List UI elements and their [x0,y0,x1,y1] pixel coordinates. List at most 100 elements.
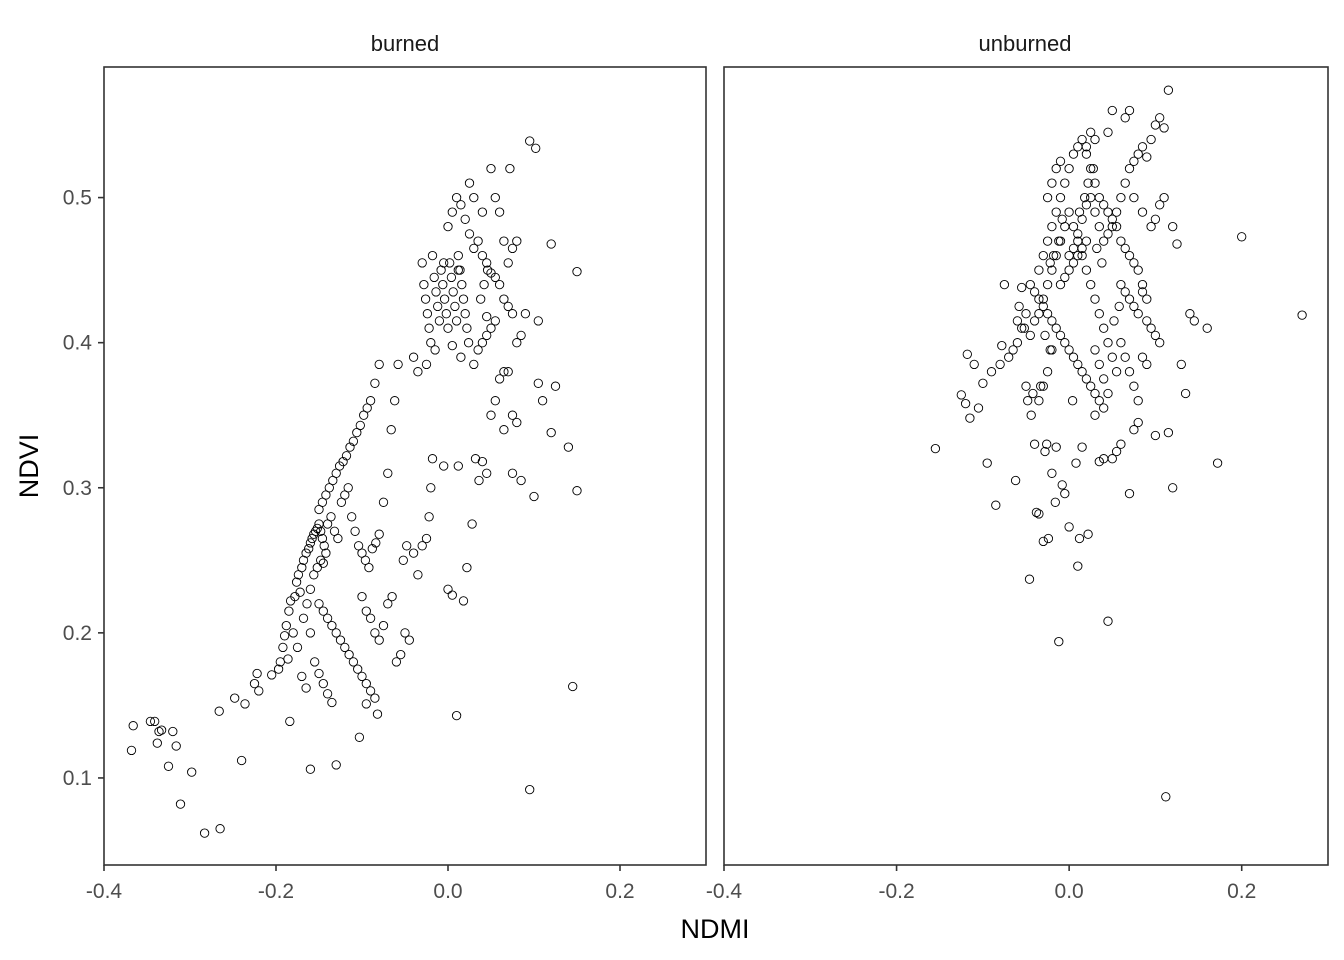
unburned-point-225 [1097,258,1107,268]
burned-point-144 [427,454,438,464]
unburned-point-120 [1029,287,1040,297]
unburned-point-92 [1111,367,1122,377]
unburned-point-26 [1029,439,1040,449]
burned-point-135 [404,635,414,645]
burned-point-33 [354,732,365,742]
unburned-point-153 [1107,221,1117,232]
unburned-point-104 [1081,149,1092,159]
burned-point-175 [419,279,429,290]
unburned-point-123 [1042,309,1053,319]
burned-point-228 [505,163,515,174]
burned-point-255 [439,258,449,268]
burned-point-18 [249,678,260,689]
unburned-point-122 [1038,301,1048,312]
unburned-point-136 [1099,403,1109,413]
unburned-point-129 [1068,352,1079,362]
unburned-point-133 [1086,381,1096,391]
burned-point-120 [327,697,337,708]
burned-point-0 [126,745,137,756]
burned-point-109 [348,657,359,667]
unburned-point-147 [1081,200,1092,210]
burned-point-256 [453,265,463,275]
burned-point-173 [572,486,582,496]
burned-point-137 [402,541,412,551]
unburned-point-173 [1081,142,1092,152]
burned-point-136 [398,555,408,565]
burned-point-172 [568,681,578,692]
burned-point-54 [295,587,305,597]
burned-point-10 [175,799,186,809]
unburned-point-95 [1042,236,1053,246]
burned-point-225 [503,258,513,268]
unburned-point-169 [1107,105,1117,116]
burned-point-204 [451,192,462,203]
burned-point-74 [355,420,365,431]
burned-point-40 [297,562,307,573]
burned-point-117 [314,668,324,679]
unburned-point-221 [1080,192,1090,203]
burned-point-188 [441,309,451,319]
burned-point-2 [145,716,156,727]
burned-point-179 [426,338,436,348]
burned-point-161 [503,367,513,377]
unburned-point-179 [1155,200,1165,210]
burned-point-145 [439,461,449,471]
burned-point-177 [422,309,433,319]
burned-point-178 [424,323,434,333]
burned-point-205 [456,200,466,210]
unburned-point-192 [1142,316,1152,326]
burned-point-185 [436,265,446,275]
burned-point-249 [516,330,526,341]
burned-point-214 [494,279,505,290]
unburned-point-185 [1172,239,1182,249]
unburned-point-182 [1137,207,1148,217]
facet-panel-unburned: unburned [723,31,1329,866]
unburned-point-44 [1074,533,1085,544]
burned-point-17 [240,699,250,709]
burned-point-118 [318,678,328,689]
burned-point-111 [357,671,367,682]
unburned-point-151 [1099,236,1109,246]
burned-point-182 [431,287,441,297]
burned-point-123 [301,683,311,693]
burned-point-63 [317,497,328,507]
burned-point-32 [331,760,341,770]
burned-point-95 [374,529,384,539]
burned-point-14 [236,755,247,766]
burned-point-128 [374,635,384,645]
burned-point-162 [507,468,518,478]
unburned-point-223 [1088,163,1098,174]
unburned-point-18 [1014,301,1024,312]
unburned-point-168 [1124,105,1135,116]
unburned-point-101 [1068,149,1079,159]
y-axis-title: NDVI [14,434,44,499]
unburned-point-215 [1081,236,1092,246]
unburned-point-43 [1073,561,1083,571]
burned-point-38 [291,577,302,587]
unburned-point-220 [1074,207,1085,217]
unburned-point-66 [1212,458,1223,468]
burned-point-125 [361,606,371,616]
burned-point-171 [563,442,574,452]
burned-points [126,136,582,838]
unburned-point-35 [1050,497,1060,507]
unburned-point-213 [1073,250,1083,261]
burned-point-248 [507,410,518,420]
unburned-point-76 [1042,279,1053,290]
burned-point-46 [309,529,319,539]
unburned-point-4 [965,413,975,423]
unburned-point-164 [1155,113,1165,123]
burned-point-94 [371,538,381,548]
unburned-point-209 [1055,279,1066,290]
burned-point-88 [350,526,360,536]
y-tick-label-4: 0.5 [63,187,92,210]
unburned-point-81 [1064,207,1074,217]
burned-point-169 [546,427,556,438]
burned-point-247 [499,367,509,377]
burned-point-1 [128,721,138,731]
unburned-point-116 [1133,265,1143,275]
burned-point-103 [322,613,333,623]
unburned-point-161 [1142,152,1152,162]
burned-point-36 [288,628,298,638]
burned-point-77 [365,396,376,406]
